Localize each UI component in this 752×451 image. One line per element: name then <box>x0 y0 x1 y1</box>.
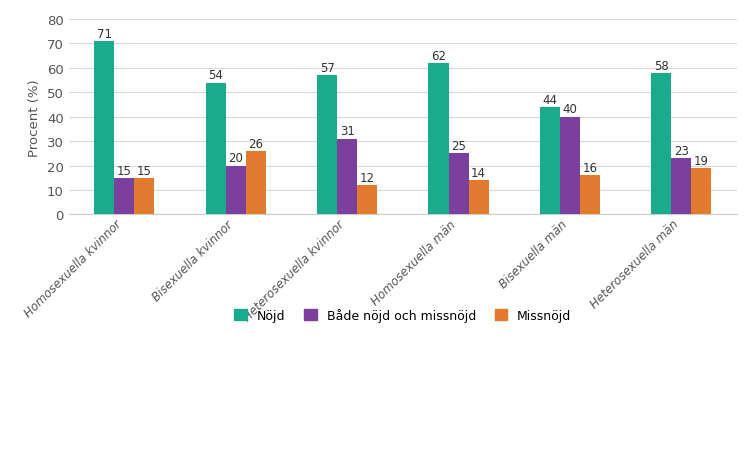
Text: 25: 25 <box>451 140 466 153</box>
Bar <box>226 166 246 215</box>
Text: 40: 40 <box>562 103 578 116</box>
Text: 44: 44 <box>542 93 557 106</box>
Bar <box>246 152 266 215</box>
Bar <box>114 179 135 215</box>
Text: 23: 23 <box>674 145 689 158</box>
Bar <box>448 154 468 215</box>
Bar <box>540 108 560 215</box>
Bar <box>691 169 711 215</box>
Bar <box>560 117 580 215</box>
Text: 15: 15 <box>117 164 132 177</box>
Text: 58: 58 <box>654 60 669 72</box>
Bar <box>94 42 114 215</box>
Text: 71: 71 <box>97 28 112 41</box>
Bar <box>651 74 672 215</box>
Text: 15: 15 <box>137 164 152 177</box>
Bar <box>468 181 489 215</box>
Text: 26: 26 <box>248 138 263 150</box>
Text: 57: 57 <box>320 62 335 75</box>
Text: 14: 14 <box>471 166 486 179</box>
Bar <box>429 64 448 215</box>
Text: 19: 19 <box>694 154 709 167</box>
Bar <box>337 139 357 215</box>
Bar <box>357 186 378 215</box>
Text: 54: 54 <box>208 69 223 82</box>
Bar <box>206 83 226 215</box>
Text: 16: 16 <box>583 162 598 175</box>
Bar <box>317 76 337 215</box>
Text: 12: 12 <box>359 171 374 184</box>
Bar <box>135 179 154 215</box>
Bar <box>580 176 600 215</box>
Text: 62: 62 <box>431 50 446 63</box>
Y-axis label: Procent (%): Procent (%) <box>29 79 41 156</box>
Text: 31: 31 <box>340 125 355 138</box>
Bar <box>672 159 691 215</box>
Legend: Nöjd, Både nöjd och missnöjd, Missnöjd: Nöjd, Både nöjd och missnöjd, Missnöjd <box>229 303 576 327</box>
Text: 20: 20 <box>229 152 243 165</box>
